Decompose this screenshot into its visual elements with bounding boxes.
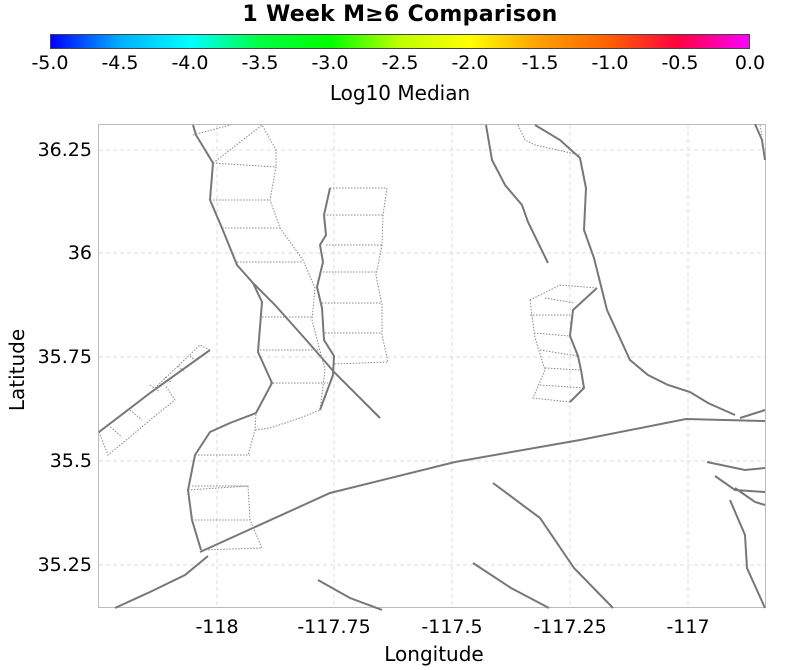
colorbar-tick-label: -1.5 <box>521 52 559 74</box>
grid-lines <box>99 125 765 607</box>
colorbar-tick-label: -4.0 <box>171 52 209 74</box>
fault-trace-owens <box>315 187 336 411</box>
colorbar-tick-label: -4.5 <box>101 52 139 74</box>
fault-trace-cluster-c <box>472 562 550 609</box>
x-tick-label: -117.25 <box>533 616 607 638</box>
y-tick-label: 35.75 <box>37 346 92 368</box>
colorbar-tick-label: -5.0 <box>31 52 69 74</box>
fault-trace-east-1 <box>706 461 766 472</box>
colorbar-tick-label: -1.0 <box>591 52 629 74</box>
y-tick-label: 36.25 <box>37 139 92 161</box>
colorbar-gradient <box>50 34 750 49</box>
x-tick-label: -117 <box>666 616 710 638</box>
colorbar-tick-label: 0.0 <box>734 52 766 74</box>
y-tick-label: 36 <box>67 242 92 264</box>
fault-trace-cluster-a <box>568 287 598 403</box>
fault-trace-east-stub <box>739 409 766 419</box>
fault-trace-death-valley <box>534 124 736 416</box>
fault-trace-sierra-west <box>186 124 274 551</box>
map-title: 1 Week M≥6 Comparison <box>242 2 558 27</box>
x-tick-label: -118 <box>195 616 239 638</box>
fault-traces <box>98 123 766 611</box>
fault-trace-panamint <box>485 124 549 264</box>
fault-trace-cluster-b <box>492 482 614 609</box>
fault-subsection-details <box>98 124 763 551</box>
y-axis-label: Latitude <box>5 328 29 412</box>
y-tick-label: 35.5 <box>49 450 92 472</box>
fault-trace-garlock <box>199 417 766 553</box>
colorbar-tick-label: -3.0 <box>311 52 349 74</box>
colorbar-tick-label: -3.5 <box>241 52 279 74</box>
colorbar-tick-label: -2.5 <box>381 52 419 74</box>
fault-trace-east-edge <box>754 123 766 161</box>
x-tick-label: -117.75 <box>297 616 371 638</box>
fault-trace-diagonal <box>252 282 381 419</box>
fault-trace-east-4 <box>734 487 766 506</box>
colorbar-label: Log10 Median <box>329 81 471 105</box>
x-axis-label: Longitude <box>384 642 484 666</box>
map-plot-area[interactable] <box>98 124 766 608</box>
x-tick-label: -117.5 <box>421 616 483 638</box>
fault-trace-southwest <box>114 555 209 609</box>
fault-trace-west-arm <box>98 349 211 433</box>
fault-trace-east-2 <box>714 475 766 493</box>
fault-trace-east-3 <box>729 499 766 609</box>
colorbar-tick-label: -2.0 <box>451 52 489 74</box>
colorbar-tick-label: -0.5 <box>661 52 699 74</box>
fault-trace-cluster-d <box>317 579 383 611</box>
y-tick-label: 35.25 <box>37 554 92 576</box>
